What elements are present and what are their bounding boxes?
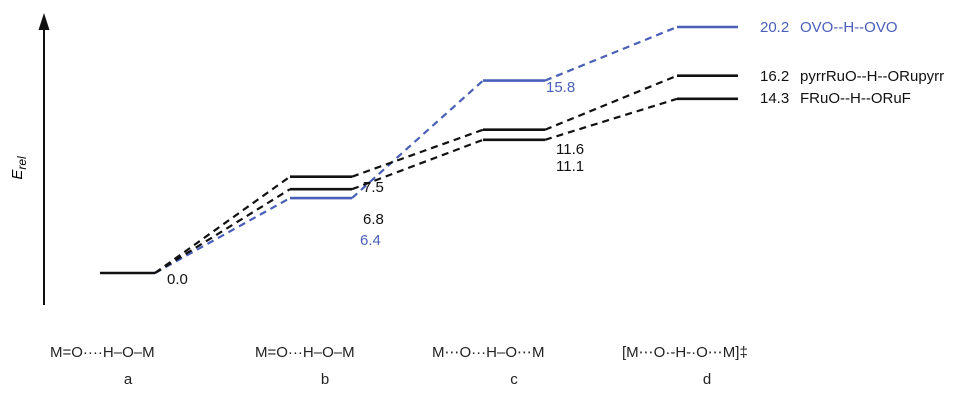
stage-label-c: c [510,371,518,388]
structure-a: M=O····H–O–M [50,344,155,361]
value-label-2-a: 0.0 [167,271,188,288]
connector-0-ab [154,197,291,274]
value-label-1-d: 16.2 [760,68,789,85]
structure-b: M=O···H–O–M [255,344,355,361]
series-name-0: OVO--H--OVO [800,19,898,36]
value-label-2-d: 14.3 [760,90,789,107]
connector-1-ab [154,175,291,274]
level-connectors [154,25,678,274]
structure-d: [M⋯O·-H-·O⋯M]‡ [622,344,748,361]
value-label-2-b: 6.8 [363,211,384,228]
y-axis-label: Erel [9,156,29,180]
value-label-0-d: 20.2 [760,19,789,36]
stage-label-a: a [124,371,133,388]
value-label-1-b: 7.5 [363,179,384,196]
connector-2-cd [544,97,678,141]
y-axis-arrow-icon [38,13,50,30]
energy-value-labels: 6.4 15.8 20.2 7.5 11.6 16.2 0.0 6.8 11.1 14.3 [167,19,789,288]
connector-0-bc [351,79,484,199]
connector-1-bc [351,128,484,178]
connector-2-ab [154,188,291,274]
value-label-1-c: 11.6 [556,141,584,158]
series-name-1: pyrrRuO--H--ORupyrr [800,68,944,85]
energy-levels [100,25,738,275]
value-label-0-b: 6.4 [360,232,381,249]
stage-label-d: d [703,371,711,388]
y-axis-label-main: E [9,169,26,180]
structure-c: M⋯O···H–O⋯M [432,344,545,361]
value-label-0-c: 15.8 [546,79,575,96]
stage-label-b: b [321,371,329,388]
value-label-2-c: 11.1 [556,158,584,175]
series-name-2: FRuO--H--ORuF [800,90,911,107]
y-axis-label-subscript: rel [15,156,29,170]
series-name-labels: OVO--H--OVO pyrrRuO--H--ORupyrr FRuO--H--O… [800,19,944,107]
connector-0-cd [544,25,678,82]
